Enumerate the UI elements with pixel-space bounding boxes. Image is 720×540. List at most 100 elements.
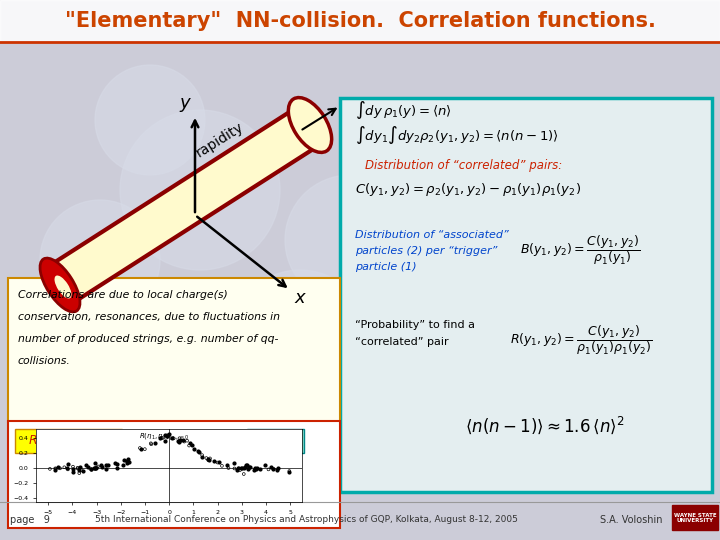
Point bbox=[145, 439, 157, 448]
Point bbox=[74, 463, 86, 471]
Point bbox=[100, 465, 112, 474]
Point bbox=[221, 461, 233, 469]
Point bbox=[159, 436, 171, 445]
Bar bbox=[672, 505, 718, 530]
Point bbox=[54, 464, 66, 472]
Point bbox=[240, 461, 252, 469]
Point bbox=[243, 462, 255, 471]
Text: $\int dy_1\int dy_2\rho_2(y_1, y_2) = \langle n(n-1)\rangle$: $\int dy_1\int dy_2\rho_2(y_1, y_2) = \l… bbox=[355, 124, 559, 146]
Text: x: x bbox=[294, 289, 305, 307]
Text: Distribution of “associated”: Distribution of “associated” bbox=[355, 230, 509, 240]
Point bbox=[49, 466, 60, 475]
Text: particles (2) per “trigger”: particles (2) per “trigger” bbox=[355, 246, 498, 256]
Point bbox=[251, 463, 263, 472]
Point bbox=[85, 465, 96, 474]
Point bbox=[204, 454, 216, 463]
Point bbox=[67, 468, 78, 477]
Point bbox=[95, 461, 107, 469]
Text: number of produced strings, e.g. number of qq-: number of produced strings, e.g. number … bbox=[18, 334, 279, 344]
Point bbox=[234, 466, 246, 475]
Point bbox=[80, 461, 91, 469]
FancyBboxPatch shape bbox=[15, 429, 122, 453]
Point bbox=[209, 457, 220, 465]
Point bbox=[122, 454, 133, 463]
Text: S.A. Voloshin: S.A. Voloshin bbox=[600, 515, 662, 525]
Point bbox=[58, 463, 70, 471]
Point bbox=[89, 464, 100, 472]
Point bbox=[229, 464, 240, 473]
Point bbox=[72, 463, 84, 472]
Point bbox=[73, 466, 85, 475]
Point bbox=[72, 464, 84, 472]
Point bbox=[149, 438, 161, 447]
Text: $R_{cc}(0){\approx}0.66$: $R_{cc}(0){\approx}0.66$ bbox=[27, 433, 108, 449]
Text: $R(y_1, y_2) = \dfrac{C(y_1, y_2)}{\rho_1(y_1)\rho_1(y_2)}$: $R(y_1, y_2) = \dfrac{C(y_1, y_2)}{\rho_… bbox=[510, 323, 652, 357]
Point bbox=[201, 454, 212, 462]
Point bbox=[102, 460, 114, 469]
Point bbox=[213, 458, 225, 467]
Point bbox=[123, 457, 135, 466]
Point bbox=[271, 466, 282, 475]
FancyBboxPatch shape bbox=[247, 429, 304, 453]
Point bbox=[184, 438, 196, 447]
Point bbox=[82, 463, 94, 472]
Circle shape bbox=[120, 110, 280, 270]
Point bbox=[212, 458, 223, 467]
Point bbox=[156, 434, 167, 442]
Circle shape bbox=[30, 310, 130, 410]
Point bbox=[89, 458, 101, 467]
Point bbox=[176, 436, 187, 445]
Point bbox=[177, 436, 189, 444]
Point bbox=[121, 457, 132, 465]
Ellipse shape bbox=[288, 98, 332, 152]
Point bbox=[168, 434, 179, 443]
Point bbox=[92, 462, 104, 471]
Point bbox=[231, 465, 243, 474]
Point bbox=[62, 465, 73, 474]
Point bbox=[166, 434, 178, 443]
Text: $R(\eta_1,\eta_2)|_{\eta_+=0}$: $R(\eta_1,\eta_2)|_{\eta_+=0}$ bbox=[139, 431, 189, 443]
Polygon shape bbox=[48, 106, 322, 303]
Point bbox=[232, 464, 243, 472]
Point bbox=[89, 463, 100, 472]
Point bbox=[100, 461, 112, 469]
Point bbox=[121, 458, 132, 467]
Point bbox=[117, 461, 128, 470]
Point bbox=[112, 460, 123, 469]
Point bbox=[216, 462, 228, 470]
Point bbox=[202, 455, 214, 463]
Ellipse shape bbox=[40, 258, 80, 312]
Point bbox=[268, 465, 279, 474]
Point bbox=[78, 467, 89, 475]
Point bbox=[240, 463, 251, 472]
Point bbox=[241, 461, 253, 469]
Point bbox=[53, 463, 64, 471]
Text: page   9: page 9 bbox=[10, 515, 50, 525]
Point bbox=[181, 436, 193, 445]
FancyBboxPatch shape bbox=[8, 278, 340, 422]
Point bbox=[243, 465, 254, 474]
Point bbox=[258, 461, 270, 470]
Text: $\langle n(n-1)\rangle \approx 1.6\,\langle n\rangle^2$: $\langle n(n-1)\rangle \approx 1.6\,\lan… bbox=[465, 414, 625, 436]
Point bbox=[111, 464, 122, 472]
Point bbox=[139, 445, 150, 454]
Point bbox=[109, 459, 120, 468]
Point bbox=[249, 463, 261, 472]
Point bbox=[202, 456, 214, 464]
Point bbox=[162, 432, 174, 441]
Circle shape bbox=[230, 270, 370, 410]
Point bbox=[239, 464, 251, 472]
Point bbox=[192, 447, 204, 456]
Circle shape bbox=[285, 175, 415, 305]
Point bbox=[161, 432, 173, 441]
Point bbox=[86, 465, 97, 474]
Text: rapidity: rapidity bbox=[194, 120, 246, 160]
Point bbox=[135, 445, 146, 454]
Point bbox=[173, 437, 184, 446]
Circle shape bbox=[95, 65, 205, 175]
Ellipse shape bbox=[55, 275, 71, 299]
FancyBboxPatch shape bbox=[340, 98, 712, 492]
Text: $B(y_1, y_2) = \dfrac{C(y_1, y_2)}{\rho_1(y_1)}$: $B(y_1, y_2) = \dfrac{C(y_1, y_2)}{\rho_… bbox=[520, 233, 640, 267]
Point bbox=[50, 464, 61, 472]
Point bbox=[73, 469, 85, 477]
